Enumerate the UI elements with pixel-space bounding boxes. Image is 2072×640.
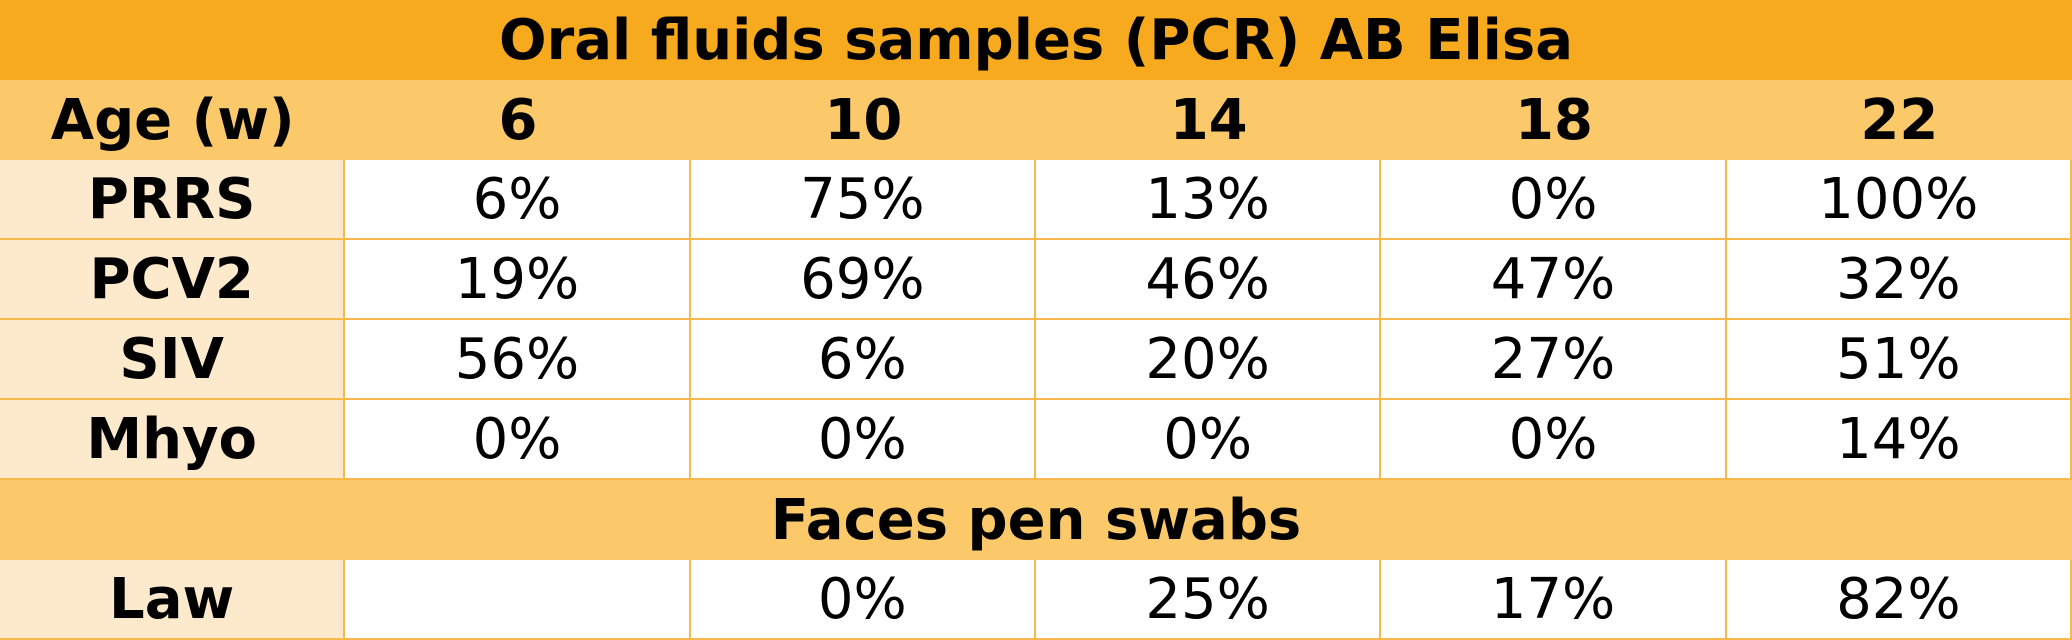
value-cell: 100% (1726, 160, 2072, 240)
header-cell: 14 (1036, 80, 1382, 160)
header-cell: 6 (345, 80, 691, 160)
value-cell: 14% (1726, 400, 2072, 480)
value-cell: 0% (1381, 160, 1727, 240)
value-cell: 51% (1726, 320, 2072, 400)
row-label: PRRS (0, 160, 346, 240)
value-cell: 17% (1381, 560, 1727, 640)
value-cell: 19% (345, 240, 691, 320)
row-label: Law (0, 560, 346, 640)
value-cell: 56% (345, 320, 691, 400)
value-cell: 0% (690, 400, 1036, 480)
value-cell: 0% (1381, 400, 1727, 480)
value-cell: 82% (1726, 560, 2072, 640)
header-cell: Age (w) (0, 80, 346, 160)
value-cell: 6% (690, 320, 1036, 400)
header-cell: 18 (1381, 80, 1727, 160)
value-cell: 25% (1036, 560, 1382, 640)
value-cell: 0% (1036, 400, 1382, 480)
value-cell: 0% (345, 400, 691, 480)
header-cell: 22 (1726, 80, 2072, 160)
row-label: PCV2 (0, 240, 346, 320)
value-cell: 32% (1726, 240, 2072, 320)
value-cell: 47% (1381, 240, 1727, 320)
value-cell: 0% (690, 560, 1036, 640)
header-cell: 10 (690, 80, 1036, 160)
table-title: Oral fluids samples (PCR) AB Elisa (0, 0, 2072, 80)
value-cell: 75% (690, 160, 1036, 240)
value-cell: 69% (690, 240, 1036, 320)
value-cell: 27% (1381, 320, 1727, 400)
value-cell: 13% (1036, 160, 1382, 240)
section-title: Faces pen swabs (0, 480, 2072, 560)
row-label: Mhyo (0, 400, 346, 480)
row-label: SIV (0, 320, 346, 400)
value-cell: 20% (1036, 320, 1382, 400)
value-cell (345, 560, 691, 640)
value-cell: 6% (345, 160, 691, 240)
value-cell: 46% (1036, 240, 1382, 320)
